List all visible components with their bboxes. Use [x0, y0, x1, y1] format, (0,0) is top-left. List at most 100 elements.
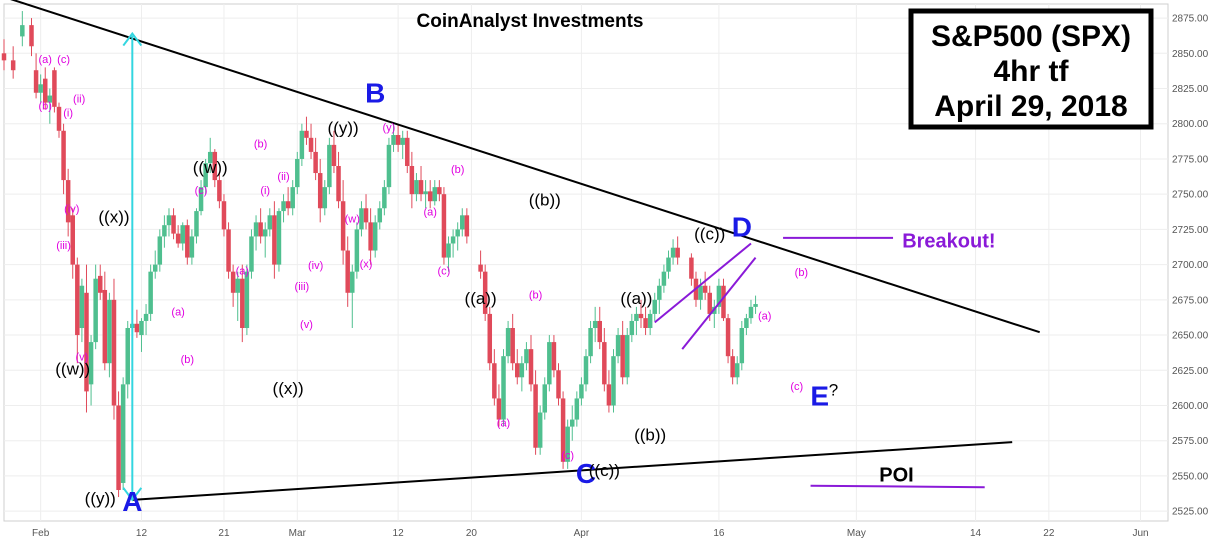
candle-body — [629, 320, 635, 336]
info-box-line-3: April 29, 2018 — [934, 90, 1127, 123]
candle — [258, 208, 263, 244]
candle — [515, 349, 520, 385]
candle — [249, 229, 254, 279]
candle — [79, 278, 85, 343]
candle-body — [670, 247, 676, 258]
candle-body — [327, 144, 332, 188]
candle — [382, 180, 387, 216]
y-tick-label: 2525.00 — [1172, 507, 1209, 518]
candle-body — [152, 264, 158, 272]
candle — [744, 313, 749, 336]
wave-label-intermediate: ((a)) — [620, 289, 652, 308]
candle — [345, 236, 350, 307]
wave-label-minor: (iv) — [64, 203, 79, 215]
candle — [313, 137, 318, 181]
candle-body — [97, 275, 103, 293]
candle — [20, 11, 25, 47]
candle — [753, 295, 758, 314]
candle — [29, 18, 34, 57]
candle — [597, 306, 602, 350]
candle-body — [166, 215, 172, 226]
candle-body — [592, 320, 598, 329]
candle — [331, 130, 337, 174]
y-tick-label: 2650.00 — [1172, 331, 1209, 342]
candle-body — [65, 180, 71, 223]
candle-body — [171, 215, 176, 234]
candle-body — [652, 299, 657, 314]
candle-body — [359, 208, 364, 230]
candle — [615, 328, 621, 364]
candle — [634, 306, 639, 336]
candle — [524, 342, 529, 371]
wave-label-minor: (c) — [790, 381, 803, 393]
candle-body — [537, 412, 543, 448]
poi-line — [810, 484, 985, 489]
plot-frame — [3, 3, 1169, 522]
wave-label-intermediate: ((b)) — [634, 426, 666, 445]
candle — [120, 377, 126, 491]
candle-body — [698, 285, 703, 300]
x-tick-label: 21 — [218, 528, 230, 539]
wave-label-major: A — [122, 486, 142, 517]
candle — [478, 250, 483, 279]
candle-body — [340, 201, 346, 251]
candle — [501, 349, 506, 427]
candle — [670, 239, 676, 265]
wave-label-minor: (c) — [57, 54, 70, 66]
candle — [162, 215, 167, 248]
candle-body — [1, 53, 7, 61]
candle — [528, 335, 534, 392]
wave-label-intermediate: ((c)) — [589, 461, 620, 480]
candle — [386, 137, 392, 195]
candle — [657, 278, 662, 314]
candle — [221, 194, 227, 237]
candle — [592, 306, 598, 343]
candle — [368, 208, 373, 265]
x-tick-label: 12 — [136, 528, 148, 539]
candle-body — [597, 320, 602, 343]
candle — [185, 219, 190, 265]
candle-body — [560, 398, 566, 462]
candle — [505, 320, 511, 364]
candle-body — [734, 363, 740, 378]
wave-label-minor: (i) — [260, 185, 270, 197]
candle-body — [148, 271, 153, 314]
candle — [702, 271, 708, 300]
candle — [377, 201, 383, 230]
wave-label-minor: (b) — [39, 101, 52, 113]
candle-body — [647, 313, 653, 329]
wave-label-minor: (b) — [529, 289, 542, 301]
wave-label-minor: (a) — [497, 418, 510, 430]
candle — [84, 264, 89, 413]
candle-body — [400, 137, 405, 145]
candle — [276, 208, 282, 272]
wave-label-major: D — [732, 211, 752, 242]
candle — [606, 370, 612, 413]
y-tick-label: 2850.00 — [1172, 49, 1209, 60]
candle-body — [143, 313, 149, 321]
x-tick-label: 20 — [466, 528, 478, 539]
candle — [340, 180, 346, 265]
chart-title: CoinAnalyst Investments — [417, 11, 644, 32]
candle-body — [395, 135, 401, 145]
candle-body — [230, 271, 236, 293]
candle-body — [313, 151, 318, 174]
candle-body — [414, 180, 419, 195]
candle — [203, 158, 208, 195]
candle — [61, 123, 66, 195]
trendlines-layer — [10, 0, 1040, 502]
candle-body — [272, 215, 277, 265]
wave-label-minor: (v) — [75, 351, 88, 363]
wave-label-intermediate: ((w)) — [55, 359, 90, 378]
x-tick-label: Mar — [289, 528, 307, 539]
candle-body — [721, 285, 726, 319]
candle-body — [194, 211, 199, 237]
candle-body — [716, 285, 722, 307]
candle-body — [382, 187, 387, 209]
candle-body — [120, 384, 126, 483]
candle — [166, 208, 172, 237]
wave-label-minor: (b) — [795, 267, 808, 279]
candle — [647, 309, 653, 336]
candle — [643, 306, 648, 336]
candle — [570, 405, 575, 441]
